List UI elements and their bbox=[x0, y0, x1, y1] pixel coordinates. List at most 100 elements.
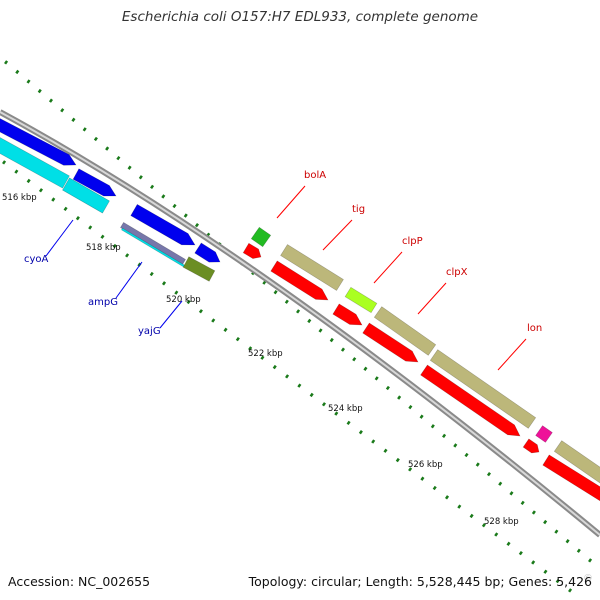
gene-box-red bbox=[542, 454, 600, 502]
outer-tick bbox=[48, 98, 54, 103]
outer-tick bbox=[284, 299, 289, 304]
outer-tick bbox=[138, 175, 143, 180]
outer-tick bbox=[464, 452, 469, 458]
gene-label-tig: tig bbox=[352, 204, 365, 215]
gene-arrow-blue bbox=[0, 118, 77, 166]
label-leader-line bbox=[373, 251, 403, 284]
outer-tick bbox=[588, 558, 593, 563]
outer-tick bbox=[82, 127, 87, 132]
label-leader-line bbox=[497, 338, 527, 371]
gene-box-khaki bbox=[373, 306, 437, 356]
inner-tick bbox=[555, 578, 560, 584]
gene-features bbox=[0, 118, 600, 502]
backbone-line-highlight bbox=[0, 111, 600, 536]
inner-tick bbox=[285, 374, 290, 379]
inner-tick bbox=[51, 197, 56, 202]
gene-arrow-red bbox=[362, 322, 419, 363]
inner-tick bbox=[518, 550, 523, 556]
gene-arrow-red bbox=[332, 303, 363, 326]
inner-tick bbox=[297, 383, 302, 388]
gene-box-magenta bbox=[535, 425, 553, 443]
outer-tick bbox=[127, 165, 132, 170]
gene-box-khaki bbox=[280, 244, 344, 291]
gene-box-olive bbox=[182, 256, 216, 282]
scale-label: 518 kbp bbox=[86, 243, 121, 253]
outer-tick bbox=[442, 433, 447, 438]
inner-tick bbox=[186, 299, 191, 305]
outer-tick bbox=[296, 309, 301, 314]
scale-label: 526 kbp bbox=[408, 460, 443, 470]
inner-tick bbox=[75, 216, 80, 221]
label-leader-line bbox=[159, 300, 183, 329]
gene-box-khaki bbox=[429, 349, 537, 429]
inner-tick bbox=[125, 253, 130, 258]
inner-tick bbox=[248, 346, 253, 351]
gene-arrow-red bbox=[270, 260, 329, 301]
outer-tick bbox=[4, 60, 9, 65]
inner-tick bbox=[211, 318, 216, 323]
gene-label-clpX: clpX bbox=[446, 267, 468, 278]
label-leader-line bbox=[115, 261, 143, 299]
inner-tick bbox=[371, 439, 376, 444]
inner-tick bbox=[14, 169, 19, 174]
outer-tick bbox=[531, 510, 536, 515]
outer-tick bbox=[340, 347, 346, 352]
outer-tick bbox=[318, 328, 323, 333]
outer-tick bbox=[475, 462, 480, 467]
outer-tick bbox=[543, 519, 548, 525]
inner-tick bbox=[174, 290, 179, 295]
outer-tick bbox=[105, 146, 110, 151]
outer-tick bbox=[453, 443, 458, 448]
inner-tick bbox=[408, 467, 413, 472]
outer-tick bbox=[37, 88, 42, 94]
inner-tick bbox=[334, 411, 339, 416]
gene-label-ampG: ampG bbox=[88, 297, 118, 308]
outer-tick bbox=[71, 117, 76, 122]
inner-tick bbox=[161, 281, 167, 286]
outer-tick bbox=[498, 481, 503, 486]
outer-tick bbox=[161, 194, 166, 199]
gene-box-khaki bbox=[553, 440, 600, 484]
inner-tick bbox=[235, 336, 240, 342]
outer-tick bbox=[554, 529, 559, 534]
outer-tick bbox=[172, 203, 177, 209]
inner-tick bbox=[321, 402, 327, 407]
outer-tick bbox=[430, 424, 435, 429]
topology-summary: Topology: circular; Length: 5,528,445 bp… bbox=[248, 574, 592, 589]
copyright-mark: © bbox=[583, 573, 593, 584]
gene-arrow-red bbox=[420, 364, 521, 437]
gene-label-yajG: yajG bbox=[138, 326, 161, 337]
scale-label: 528 kbp bbox=[484, 517, 519, 527]
gene-arrow-red bbox=[522, 438, 540, 454]
inner-tick bbox=[531, 560, 536, 565]
inner-tick bbox=[395, 457, 400, 463]
gene-label-lon: lon bbox=[527, 323, 542, 334]
gene-labels: cyoA ampG yajG bolA tig clpP clpX lon © bbox=[24, 170, 593, 584]
inner-tick bbox=[358, 430, 363, 435]
inner-tick bbox=[260, 355, 265, 360]
label-leader-line bbox=[322, 219, 353, 251]
outer-tick bbox=[397, 395, 402, 400]
inner-tick bbox=[272, 364, 277, 370]
label-leader-line bbox=[417, 282, 447, 315]
outer-tick bbox=[408, 404, 413, 410]
inner-tick bbox=[88, 225, 93, 230]
scale-label: 522 kbp bbox=[248, 349, 283, 359]
scale-label: 516 kbp bbox=[2, 193, 37, 203]
outer-tick bbox=[150, 184, 155, 189]
outer-tick bbox=[15, 69, 20, 75]
scale-ticks bbox=[2, 60, 593, 593]
inner-tick bbox=[63, 206, 68, 212]
scale-label: 524 kbp bbox=[328, 404, 363, 414]
outer-tick bbox=[363, 366, 368, 371]
outer-tick bbox=[352, 357, 357, 362]
gene-box-green bbox=[250, 226, 272, 248]
genome-backbone bbox=[0, 109, 600, 538]
outer-tick bbox=[520, 500, 525, 506]
gene-arrow-blue bbox=[72, 168, 117, 197]
inner-tick bbox=[494, 532, 499, 537]
outer-tick bbox=[273, 290, 278, 295]
inner-tick bbox=[383, 448, 388, 453]
outer-tick bbox=[60, 108, 65, 113]
